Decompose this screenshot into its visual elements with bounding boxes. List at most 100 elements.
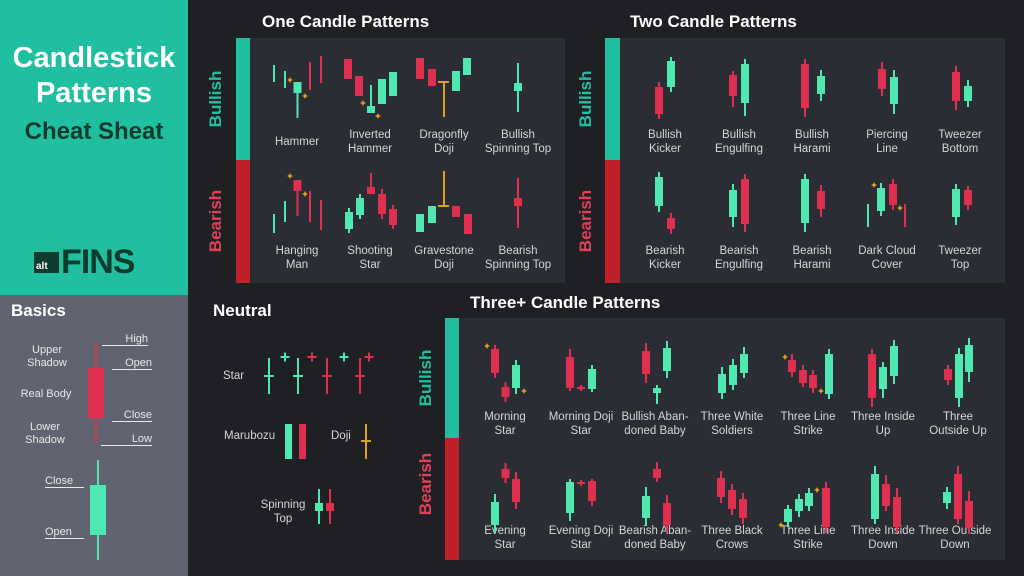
candle-body [882,484,890,506]
candle-wick [370,173,372,194]
bearish-candle [514,178,522,228]
bullish-candle [729,184,737,227]
candle-body [663,348,671,371]
pattern-label: Three Inside Up [835,410,931,438]
candle-wick [370,85,372,113]
candle-body [788,360,796,372]
title-line-1: Candlestick [12,42,176,74]
candle-body [464,214,472,234]
pattern-label-line: Dark Cloud [858,245,916,257]
bullish-candle [667,57,675,92]
marubozu-bullish [285,424,292,459]
pattern-label-line: Morning Doji [548,411,614,423]
pattern-label-line: Piercing [866,129,908,141]
candle-body [378,194,386,214]
candle-body [667,218,675,229]
bearish-bar [445,438,459,560]
close-label: Close [112,409,152,422]
title-line-2: Patterns [35,77,153,109]
pattern-label-line: Down [940,539,970,551]
bullish-candle [801,174,809,232]
candle-body [655,177,663,206]
candle-body [326,503,334,511]
logo-mark: alt [34,252,59,273]
bullish-candle [416,214,424,232]
pattern-label: Three Line Strike [760,524,856,552]
candle-body [416,214,424,232]
pattern-label: Bearish Spinning Top [470,244,566,272]
bearish-candle [801,59,809,117]
pattern-label-line: Bearish [792,245,832,257]
candle-body [428,69,436,86]
pattern-label-line: Three Line [780,411,836,423]
candle-body [378,79,386,104]
candle-body [952,189,960,217]
bullish-candle [871,466,879,524]
pattern-label: Tweezer Bottom [912,128,1008,156]
candle-body [868,354,876,398]
candle-body [88,368,104,418]
pattern-label-line: Bearish [719,245,759,257]
bearish-candle [501,382,510,402]
bearish-candle [389,205,397,229]
bearish-candle [788,354,796,377]
candle-body [729,190,737,217]
marker-star-icon [287,77,293,83]
bearish-candle [512,472,520,509]
candle-body [822,488,830,527]
pattern-label-line: Hammer [347,143,393,155]
candle-line [309,191,311,222]
pattern-label: Dragonfly Doji [396,128,492,156]
bullish-candle [964,80,972,107]
pattern-label-line: Star [359,259,381,271]
candle-body [653,469,661,478]
open-label: Open [112,357,152,370]
pattern-label-line: Tweezer [938,129,982,141]
pattern-label-line: Crows [715,539,749,551]
doji-wick [443,82,445,117]
bullish-candle [566,479,574,521]
pattern-label-line: doned Baby [624,425,686,437]
pattern-label: Inverted Hammer [322,128,418,156]
candle-body [817,191,825,209]
bullish-candle [655,172,663,212]
candle-body [890,346,898,376]
doji-cross [311,352,313,362]
bearish-candle [663,495,671,533]
bullish-candle [491,494,499,533]
star-body [264,375,274,377]
candle-body [871,474,879,519]
bearish-candle [655,82,663,119]
pattern-label-line: Bullish [795,129,829,141]
candle-body [965,501,973,528]
marker-star-icon [484,343,490,349]
candle-line [904,204,906,227]
candle-body [817,76,825,94]
basics-title: Basics [11,301,66,320]
candle-body [809,375,817,388]
star-body [322,375,332,377]
candle-body [491,502,499,525]
candle-wick [296,82,299,118]
candle-body [367,187,375,194]
marker-star-icon [818,388,824,394]
pattern-label-line: Kicker [649,259,681,271]
pattern-label-line: Bullish [722,129,756,141]
bullish-candle [389,72,397,96]
candle-body [356,198,364,215]
pattern-label: Three Line Strike [760,410,856,438]
bullish-candle [293,82,302,118]
pattern-label-line: Three [942,411,974,423]
bearish-candle [822,482,830,533]
bullish-candle [428,206,436,223]
candle-body [512,479,520,502]
candle-body [718,374,726,393]
bullish-candle [784,505,792,527]
upper-shadow-label: Upper Shadow [27,344,67,369]
bullish-candle [345,208,353,233]
bearish-candle [566,349,574,391]
spinning-top-label: Spinning Top [260,499,306,525]
doji-bar [438,205,449,207]
bullish-candle [741,59,749,116]
pattern-label-line: Soldiers [711,425,753,437]
